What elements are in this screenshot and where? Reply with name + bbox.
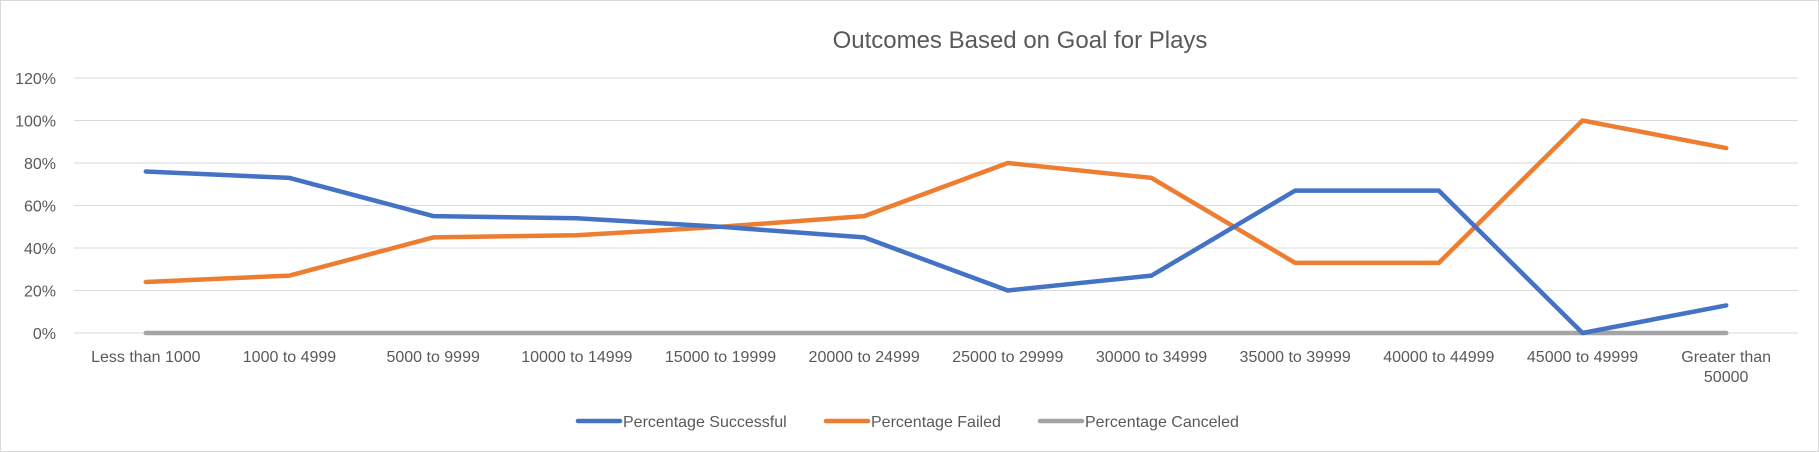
x-tick-label: 1000 to 4999 xyxy=(243,349,337,366)
series-line-percentage-failed xyxy=(143,118,1729,285)
y-tick-label: 60% xyxy=(24,199,56,216)
series-line-percentage-successful xyxy=(143,169,1729,336)
chart-title: Outcomes Based on Goal for Plays xyxy=(833,27,1208,54)
y-tick-label: 40% xyxy=(24,241,56,258)
x-tick-label: 35000 to 39999 xyxy=(1240,349,1351,366)
y-tick-label: 80% xyxy=(24,156,56,173)
x-axis-ticks: Less than 1000 1000 to 4999 5000 to 9999 10… xyxy=(91,349,1771,386)
x-tick-label: 20000 to 24999 xyxy=(809,349,920,366)
x-tick-label: 15000 to 19999 xyxy=(665,349,776,366)
x-tick-label: 25000 to 29999 xyxy=(952,349,1063,366)
legend-item: Percentage Successful xyxy=(575,414,787,431)
legend-label: Percentage Failed xyxy=(871,414,1001,431)
x-tick-label: 10000 to 14999 xyxy=(521,349,632,366)
y-tick-label: 0% xyxy=(33,326,56,343)
legend-label: Percentage Successful xyxy=(623,414,787,431)
x-tick-label: Greater than 50000 xyxy=(1681,349,1771,386)
legend: Percentage Successful Percentage Failed Pe… xyxy=(575,414,1239,431)
x-tick-label: 5000 to 9999 xyxy=(386,349,480,366)
y-axis-ticks: 0% 20% 40% 60% 80% 100% 120% xyxy=(15,71,56,343)
legend-item: Percentage Failed xyxy=(823,414,1001,431)
y-tick-label: 20% xyxy=(24,284,56,301)
x-tick-label: 40000 to 44999 xyxy=(1383,349,1494,366)
x-tick-label: 30000 to 34999 xyxy=(1096,349,1207,366)
x-tick-label: Less than 1000 xyxy=(91,349,201,366)
legend-label: Percentage Canceled xyxy=(1085,414,1239,431)
gridlines xyxy=(74,77,1798,334)
y-tick-label: 100% xyxy=(15,114,56,131)
x-tick-label: 45000 to 49999 xyxy=(1527,349,1638,366)
y-tick-label: 120% xyxy=(15,71,56,88)
series-lines xyxy=(143,118,1729,336)
legend-item: Percentage Canceled xyxy=(1037,414,1239,431)
